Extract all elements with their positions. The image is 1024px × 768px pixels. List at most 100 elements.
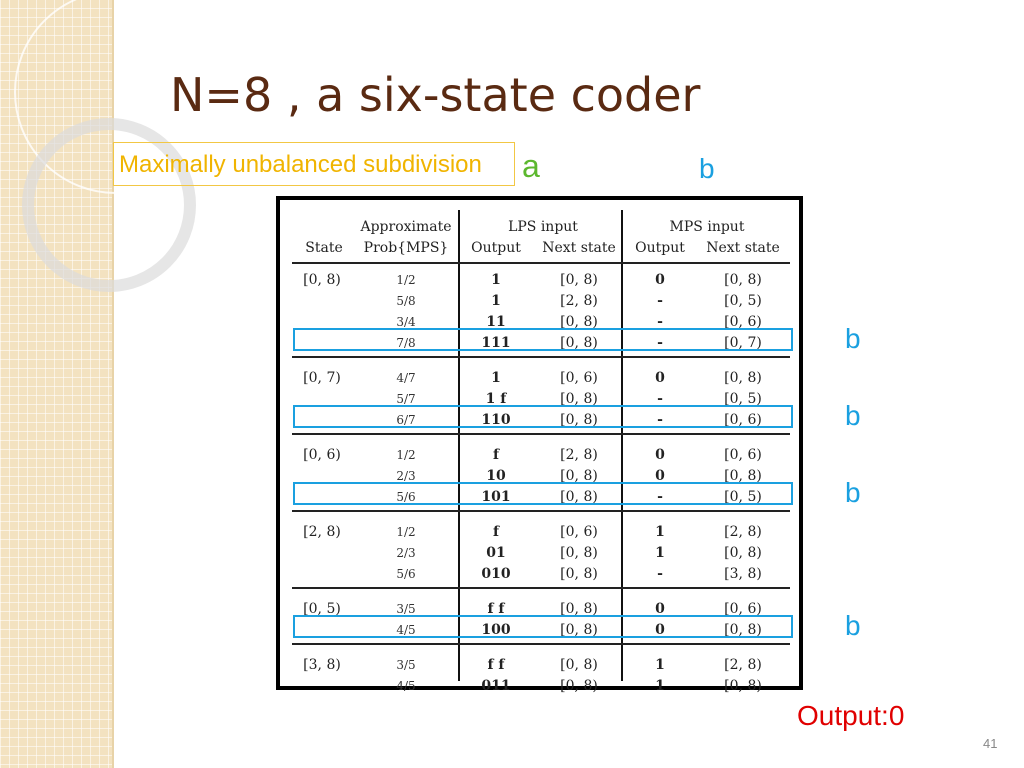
lps-output: 10	[486, 468, 506, 484]
lps-output: f	[492, 524, 500, 540]
lps-next-state: [0, 8)	[560, 566, 598, 582]
lps-output: 110	[481, 412, 511, 428]
header-lps-output: Output	[471, 240, 521, 256]
slide-title: N=8 , a six-state coder	[170, 68, 701, 122]
lps-next-state: [2, 8)	[560, 293, 598, 309]
subtitle-textbox: Maximally unbalanced subdivision	[113, 142, 515, 186]
mps-output: 0	[655, 468, 665, 484]
lps-next-state: [0, 6)	[560, 524, 598, 540]
mps-output: 0	[655, 601, 665, 617]
lps-next-state: [0, 8)	[560, 678, 598, 694]
mps-next-state: [0, 6)	[724, 314, 762, 330]
prob-fraction: 5/7	[396, 392, 416, 406]
mps-next-state: [0, 8)	[724, 678, 762, 694]
mps-next-state: [0, 8)	[724, 272, 762, 288]
mps-next-state: [3, 8)	[724, 566, 762, 582]
prob-fraction: 5/8	[396, 294, 416, 308]
mps-next-state: [0, 8)	[724, 468, 762, 484]
mps-output: 0	[655, 622, 665, 638]
mps-next-state: [0, 8)	[724, 545, 762, 561]
highlight-box	[293, 482, 793, 505]
prob-fraction: 3/5	[396, 658, 416, 672]
mps-output: 1	[655, 545, 665, 561]
highlight-box	[293, 328, 793, 351]
mps-next-state: [2, 8)	[724, 524, 762, 540]
lps-output: 1	[491, 370, 501, 386]
row-divider	[292, 510, 790, 512]
state-cell: [3, 8)	[303, 657, 341, 673]
lps-output: 1	[491, 293, 501, 309]
label-b-top: b	[699, 153, 715, 184]
mps-output: -	[657, 566, 663, 582]
state-cell: [0, 6)	[303, 447, 341, 463]
lps-next-state: [0, 6)	[560, 370, 598, 386]
output-label: Output:0	[797, 700, 905, 731]
mps-output: 0	[655, 272, 665, 288]
mps-next-state: [0, 8)	[724, 370, 762, 386]
prob-fraction: 1/2	[396, 525, 416, 539]
prob-fraction: 1/2	[396, 273, 416, 287]
lps-output: f f	[487, 601, 505, 617]
mps-next-state: [2, 8)	[724, 657, 762, 673]
header-mps-next: Next state	[706, 240, 780, 256]
mps-next-state: [0, 5)	[724, 293, 762, 309]
row-divider	[292, 587, 790, 589]
column-divider	[458, 210, 460, 681]
coder-state-table: Approximate State Prob{MPS} LPS input MPS in…	[276, 196, 803, 694]
lps-next-state: [0, 8)	[560, 272, 598, 288]
mps-output: -	[657, 293, 663, 309]
state-cell: [0, 8)	[303, 272, 341, 288]
lps-next-state: [0, 8)	[560, 601, 598, 617]
mps-output: -	[657, 335, 663, 351]
row-divider	[292, 262, 790, 264]
lps-output: f	[492, 447, 500, 463]
mps-output: 1	[655, 524, 665, 540]
label-b: b	[845, 323, 861, 354]
mps-next-state: [0, 5)	[724, 489, 762, 505]
row-divider	[292, 643, 790, 645]
page-number: 41	[983, 736, 998, 751]
mps-output: 0	[655, 447, 665, 463]
mps-next-state: [0, 6)	[724, 447, 762, 463]
lps-next-state: [0, 8)	[560, 545, 598, 561]
prob-fraction: 6/7	[396, 413, 416, 427]
lps-output: 1 f	[485, 391, 507, 407]
lps-next-state: [0, 8)	[560, 489, 598, 505]
lps-next-state: [0, 8)	[560, 657, 598, 673]
state-cell: [0, 5)	[303, 601, 341, 617]
label-b: b	[845, 400, 861, 431]
label-b: b	[845, 610, 861, 641]
mps-output: -	[657, 391, 663, 407]
lps-next-state: [0, 8)	[560, 622, 598, 638]
mps-output: 1	[655, 678, 665, 694]
mps-next-state: [0, 5)	[724, 391, 762, 407]
prob-fraction: 5/6	[396, 567, 416, 581]
highlight-box	[293, 615, 793, 638]
column-divider	[621, 210, 623, 681]
mps-output: 0	[655, 370, 665, 386]
prob-fraction: 5/6	[396, 490, 416, 504]
lps-output: f f	[487, 657, 505, 673]
lps-output: 100	[481, 622, 511, 638]
state-cell: [2, 8)	[303, 524, 341, 540]
lps-next-state: [0, 8)	[560, 314, 598, 330]
lps-output: 111	[481, 335, 511, 351]
prob-fraction: 7/8	[396, 336, 416, 350]
header-approximate: Approximate	[360, 219, 452, 235]
lps-output: 01	[486, 545, 506, 561]
decorative-sidebar	[0, 0, 218, 768]
prob-fraction: 4/5	[396, 679, 416, 693]
mps-next-state: [0, 6)	[724, 412, 762, 428]
lps-next-state: [0, 8)	[560, 468, 598, 484]
prob-fraction: 1/2	[396, 448, 416, 462]
mps-next-state: [0, 7)	[724, 335, 762, 351]
label-a: a	[522, 148, 540, 184]
lps-next-state: [0, 8)	[560, 335, 598, 351]
lps-output: 11	[486, 314, 506, 330]
header-mps: MPS input	[669, 219, 745, 235]
prob-fraction: 3/4	[396, 315, 416, 329]
prob-fraction: 2/3	[396, 469, 416, 483]
header-prob: Prob{MPS}	[363, 240, 449, 256]
mps-next-state: [0, 8)	[724, 622, 762, 638]
prob-fraction: 2/3	[396, 546, 416, 560]
